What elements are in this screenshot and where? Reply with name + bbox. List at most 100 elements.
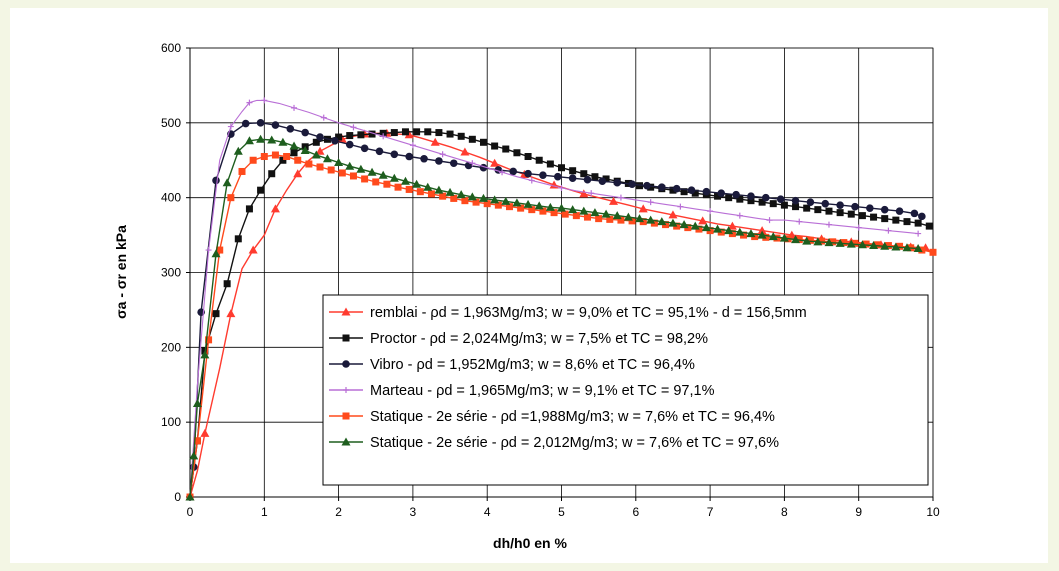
data-point — [880, 241, 890, 250]
data-point — [469, 160, 476, 167]
data-point — [478, 193, 488, 202]
data-point — [851, 202, 859, 211]
data-point — [825, 221, 832, 228]
data-point — [361, 175, 369, 183]
data-point — [668, 210, 678, 219]
data-point — [412, 179, 422, 188]
data-point — [404, 130, 414, 139]
x-tick-label: 1 — [261, 505, 268, 519]
data-point — [891, 242, 901, 251]
data-point — [643, 181, 651, 190]
data-point — [350, 124, 357, 131]
data-point — [862, 240, 870, 248]
data-point — [580, 170, 588, 178]
data-point — [378, 170, 388, 179]
x-tick-label: 9 — [855, 505, 862, 519]
data-point — [312, 138, 320, 146]
data-point — [337, 134, 347, 143]
data-point — [623, 212, 633, 221]
data-point — [390, 129, 398, 137]
data-point — [427, 190, 435, 198]
data-point — [468, 135, 476, 143]
data-point — [509, 167, 518, 176]
data-point — [747, 192, 755, 200]
y-tick-labels: 0 100 200 300 400 500 600 — [161, 41, 190, 504]
data-point — [334, 157, 344, 166]
data-point — [606, 215, 614, 223]
legend-swatch-marker — [343, 387, 349, 393]
data-point — [762, 193, 770, 202]
data-point — [806, 236, 814, 244]
data-point — [357, 131, 365, 139]
y-tick-label: 200 — [161, 340, 181, 354]
data-point — [824, 238, 834, 247]
data-point — [244, 136, 254, 145]
data-point — [212, 310, 220, 318]
data-point — [732, 190, 740, 199]
data-point — [205, 336, 213, 344]
data-point — [568, 205, 578, 214]
y-tick-label: 100 — [161, 415, 181, 429]
data-point — [595, 215, 603, 223]
data-point — [524, 153, 532, 161]
data-point — [553, 172, 562, 181]
legend-label: Marteau - ρd = 1,965Mg/m3; w = 9,1% et T… — [370, 383, 715, 399]
data-point — [869, 241, 879, 250]
data-point — [918, 246, 926, 254]
data-point — [405, 152, 413, 161]
data-point — [835, 238, 845, 247]
data-point — [635, 214, 645, 223]
data-point — [601, 209, 611, 218]
series-3 — [187, 97, 922, 500]
data-point — [290, 149, 298, 157]
data-point — [256, 119, 265, 127]
data-point — [851, 239, 859, 247]
data-point — [241, 119, 250, 128]
data-point — [271, 121, 280, 129]
data-point — [687, 186, 696, 194]
x-tick-label: 2 — [335, 505, 342, 519]
data-point — [423, 182, 433, 191]
data-point — [200, 428, 210, 437]
data-point — [792, 203, 800, 211]
data-point — [483, 200, 491, 208]
data-point — [457, 132, 465, 140]
data-point — [356, 164, 366, 173]
data-point — [690, 221, 700, 230]
data-point — [499, 169, 506, 176]
x-tick-label: 0 — [187, 505, 194, 519]
data-point — [636, 182, 644, 190]
data-point — [918, 212, 926, 221]
legend-swatch-marker — [342, 334, 350, 342]
chart-panel: 0 1 2 3 4 5 6 7 8 9 10 0 100 200 300 400 500 600 dh/h0 e… — [10, 8, 1048, 563]
data-point — [583, 175, 592, 184]
data-point — [584, 213, 592, 221]
data-point — [405, 185, 413, 193]
data-point — [502, 145, 510, 153]
data-point — [590, 208, 600, 217]
data-point — [903, 218, 911, 226]
data-point — [914, 219, 922, 227]
data-point — [647, 199, 654, 206]
data-point — [602, 175, 610, 183]
legend-item: Vibro - ρd = 1,952Mg/m3; w = 8,6% et TC … — [329, 357, 695, 373]
data-point — [315, 146, 325, 155]
data-point — [757, 226, 767, 235]
legend-swatch-marker — [341, 307, 351, 316]
data-point — [345, 161, 355, 170]
legend-swatch-marker — [341, 437, 351, 446]
data-point — [776, 195, 785, 203]
data-point — [270, 204, 280, 213]
data-point — [368, 130, 376, 138]
data-point — [539, 207, 547, 215]
data-point — [279, 156, 287, 164]
data-point — [268, 170, 276, 178]
data-point — [534, 201, 544, 210]
data-point — [380, 133, 387, 140]
data-point — [394, 183, 402, 191]
data-point — [591, 173, 599, 181]
legend: remblai - ρd = 1,963Mg/m3; w = 9,0% et T… — [322, 294, 929, 486]
data-point — [855, 224, 862, 231]
data-point — [572, 212, 580, 220]
data-point — [424, 128, 432, 136]
